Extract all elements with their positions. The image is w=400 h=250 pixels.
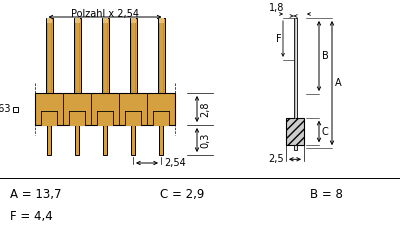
Bar	[125, 111, 141, 126]
Bar	[158, 18, 164, 93]
Text: 1,8: 1,8	[269, 3, 284, 13]
Text: B: B	[322, 51, 329, 61]
Bar	[41, 111, 57, 126]
Text: F: F	[276, 34, 282, 44]
Bar	[153, 111, 169, 126]
Text: C: C	[322, 126, 329, 136]
Bar	[286, 118, 304, 145]
Text: F = 4,4: F = 4,4	[10, 210, 53, 223]
Bar	[294, 18, 296, 118]
Bar	[158, 18, 164, 23]
Text: C = 2,9: C = 2,9	[160, 188, 204, 201]
Bar	[130, 18, 136, 93]
Bar	[13, 106, 18, 112]
Bar	[74, 18, 80, 23]
Text: 2,5: 2,5	[268, 154, 284, 164]
Bar	[102, 18, 108, 93]
Bar	[46, 18, 52, 23]
Text: B = 8: B = 8	[310, 188, 343, 201]
Bar	[130, 18, 136, 23]
Text: 2,54: 2,54	[164, 158, 186, 168]
Text: 0,3: 0,3	[200, 132, 210, 148]
Bar	[46, 18, 52, 93]
Text: 0,63: 0,63	[0, 104, 11, 114]
Bar	[159, 125, 163, 155]
Bar	[131, 125, 135, 155]
Bar	[97, 111, 113, 126]
Bar	[103, 125, 107, 155]
Bar	[75, 125, 79, 155]
Text: Polzahl x 2,54: Polzahl x 2,54	[71, 9, 139, 19]
Bar	[69, 111, 85, 126]
Bar	[294, 145, 296, 150]
Bar	[102, 18, 108, 23]
Bar	[74, 18, 80, 93]
Bar	[35, 93, 175, 125]
Text: A: A	[335, 78, 342, 88]
Text: A = 13,7: A = 13,7	[10, 188, 62, 201]
Bar	[47, 125, 51, 155]
Text: 2,8: 2,8	[200, 101, 210, 117]
